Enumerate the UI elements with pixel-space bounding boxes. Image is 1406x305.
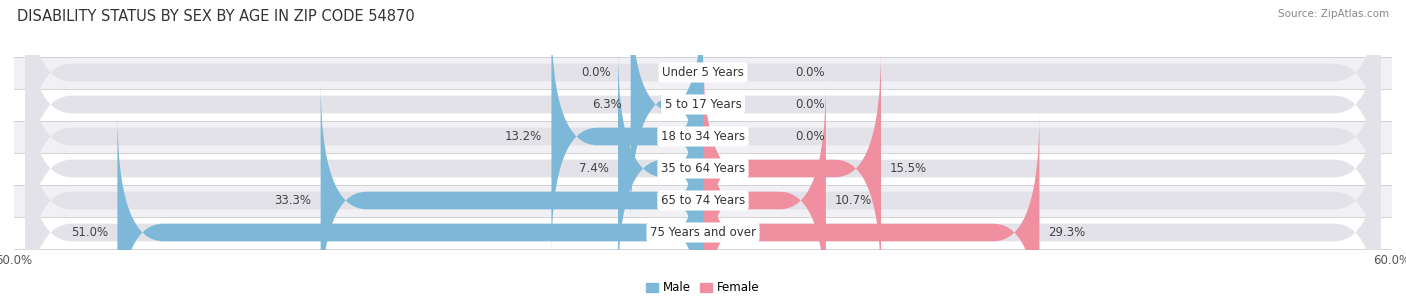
Text: 10.7%: 10.7% xyxy=(835,194,872,207)
Text: 0.0%: 0.0% xyxy=(794,98,824,111)
Text: 13.2%: 13.2% xyxy=(505,130,543,143)
FancyBboxPatch shape xyxy=(14,120,1392,152)
FancyBboxPatch shape xyxy=(25,81,1381,305)
FancyBboxPatch shape xyxy=(703,49,882,288)
Text: 65 to 74 Years: 65 to 74 Years xyxy=(661,194,745,207)
FancyBboxPatch shape xyxy=(14,56,1392,88)
FancyBboxPatch shape xyxy=(25,113,1381,305)
FancyBboxPatch shape xyxy=(25,0,1381,192)
FancyBboxPatch shape xyxy=(14,152,1392,185)
Text: 15.5%: 15.5% xyxy=(890,162,928,175)
Text: 0.0%: 0.0% xyxy=(794,66,824,79)
Text: 18 to 34 Years: 18 to 34 Years xyxy=(661,130,745,143)
FancyBboxPatch shape xyxy=(631,0,703,224)
FancyBboxPatch shape xyxy=(703,113,1039,305)
FancyBboxPatch shape xyxy=(25,49,1381,288)
FancyBboxPatch shape xyxy=(14,185,1392,217)
Text: 29.3%: 29.3% xyxy=(1049,226,1085,239)
Text: DISABILITY STATUS BY SEX BY AGE IN ZIP CODE 54870: DISABILITY STATUS BY SEX BY AGE IN ZIP C… xyxy=(17,9,415,24)
FancyBboxPatch shape xyxy=(619,49,703,288)
Text: Under 5 Years: Under 5 Years xyxy=(662,66,744,79)
Text: Source: ZipAtlas.com: Source: ZipAtlas.com xyxy=(1278,9,1389,19)
Text: 0.0%: 0.0% xyxy=(794,130,824,143)
Text: 0.0%: 0.0% xyxy=(582,66,612,79)
Text: 75 Years and over: 75 Years and over xyxy=(650,226,756,239)
Text: 5 to 17 Years: 5 to 17 Years xyxy=(665,98,741,111)
Legend: Male, Female: Male, Female xyxy=(641,276,765,299)
FancyBboxPatch shape xyxy=(703,81,825,305)
Text: 6.3%: 6.3% xyxy=(592,98,621,111)
Text: 35 to 64 Years: 35 to 64 Years xyxy=(661,162,745,175)
Text: 7.4%: 7.4% xyxy=(579,162,609,175)
FancyBboxPatch shape xyxy=(117,113,703,305)
FancyBboxPatch shape xyxy=(14,217,1392,249)
FancyBboxPatch shape xyxy=(321,81,703,305)
Text: 33.3%: 33.3% xyxy=(274,194,312,207)
Text: 51.0%: 51.0% xyxy=(72,226,108,239)
FancyBboxPatch shape xyxy=(25,17,1381,256)
FancyBboxPatch shape xyxy=(25,0,1381,224)
FancyBboxPatch shape xyxy=(551,17,703,256)
FancyBboxPatch shape xyxy=(14,88,1392,120)
